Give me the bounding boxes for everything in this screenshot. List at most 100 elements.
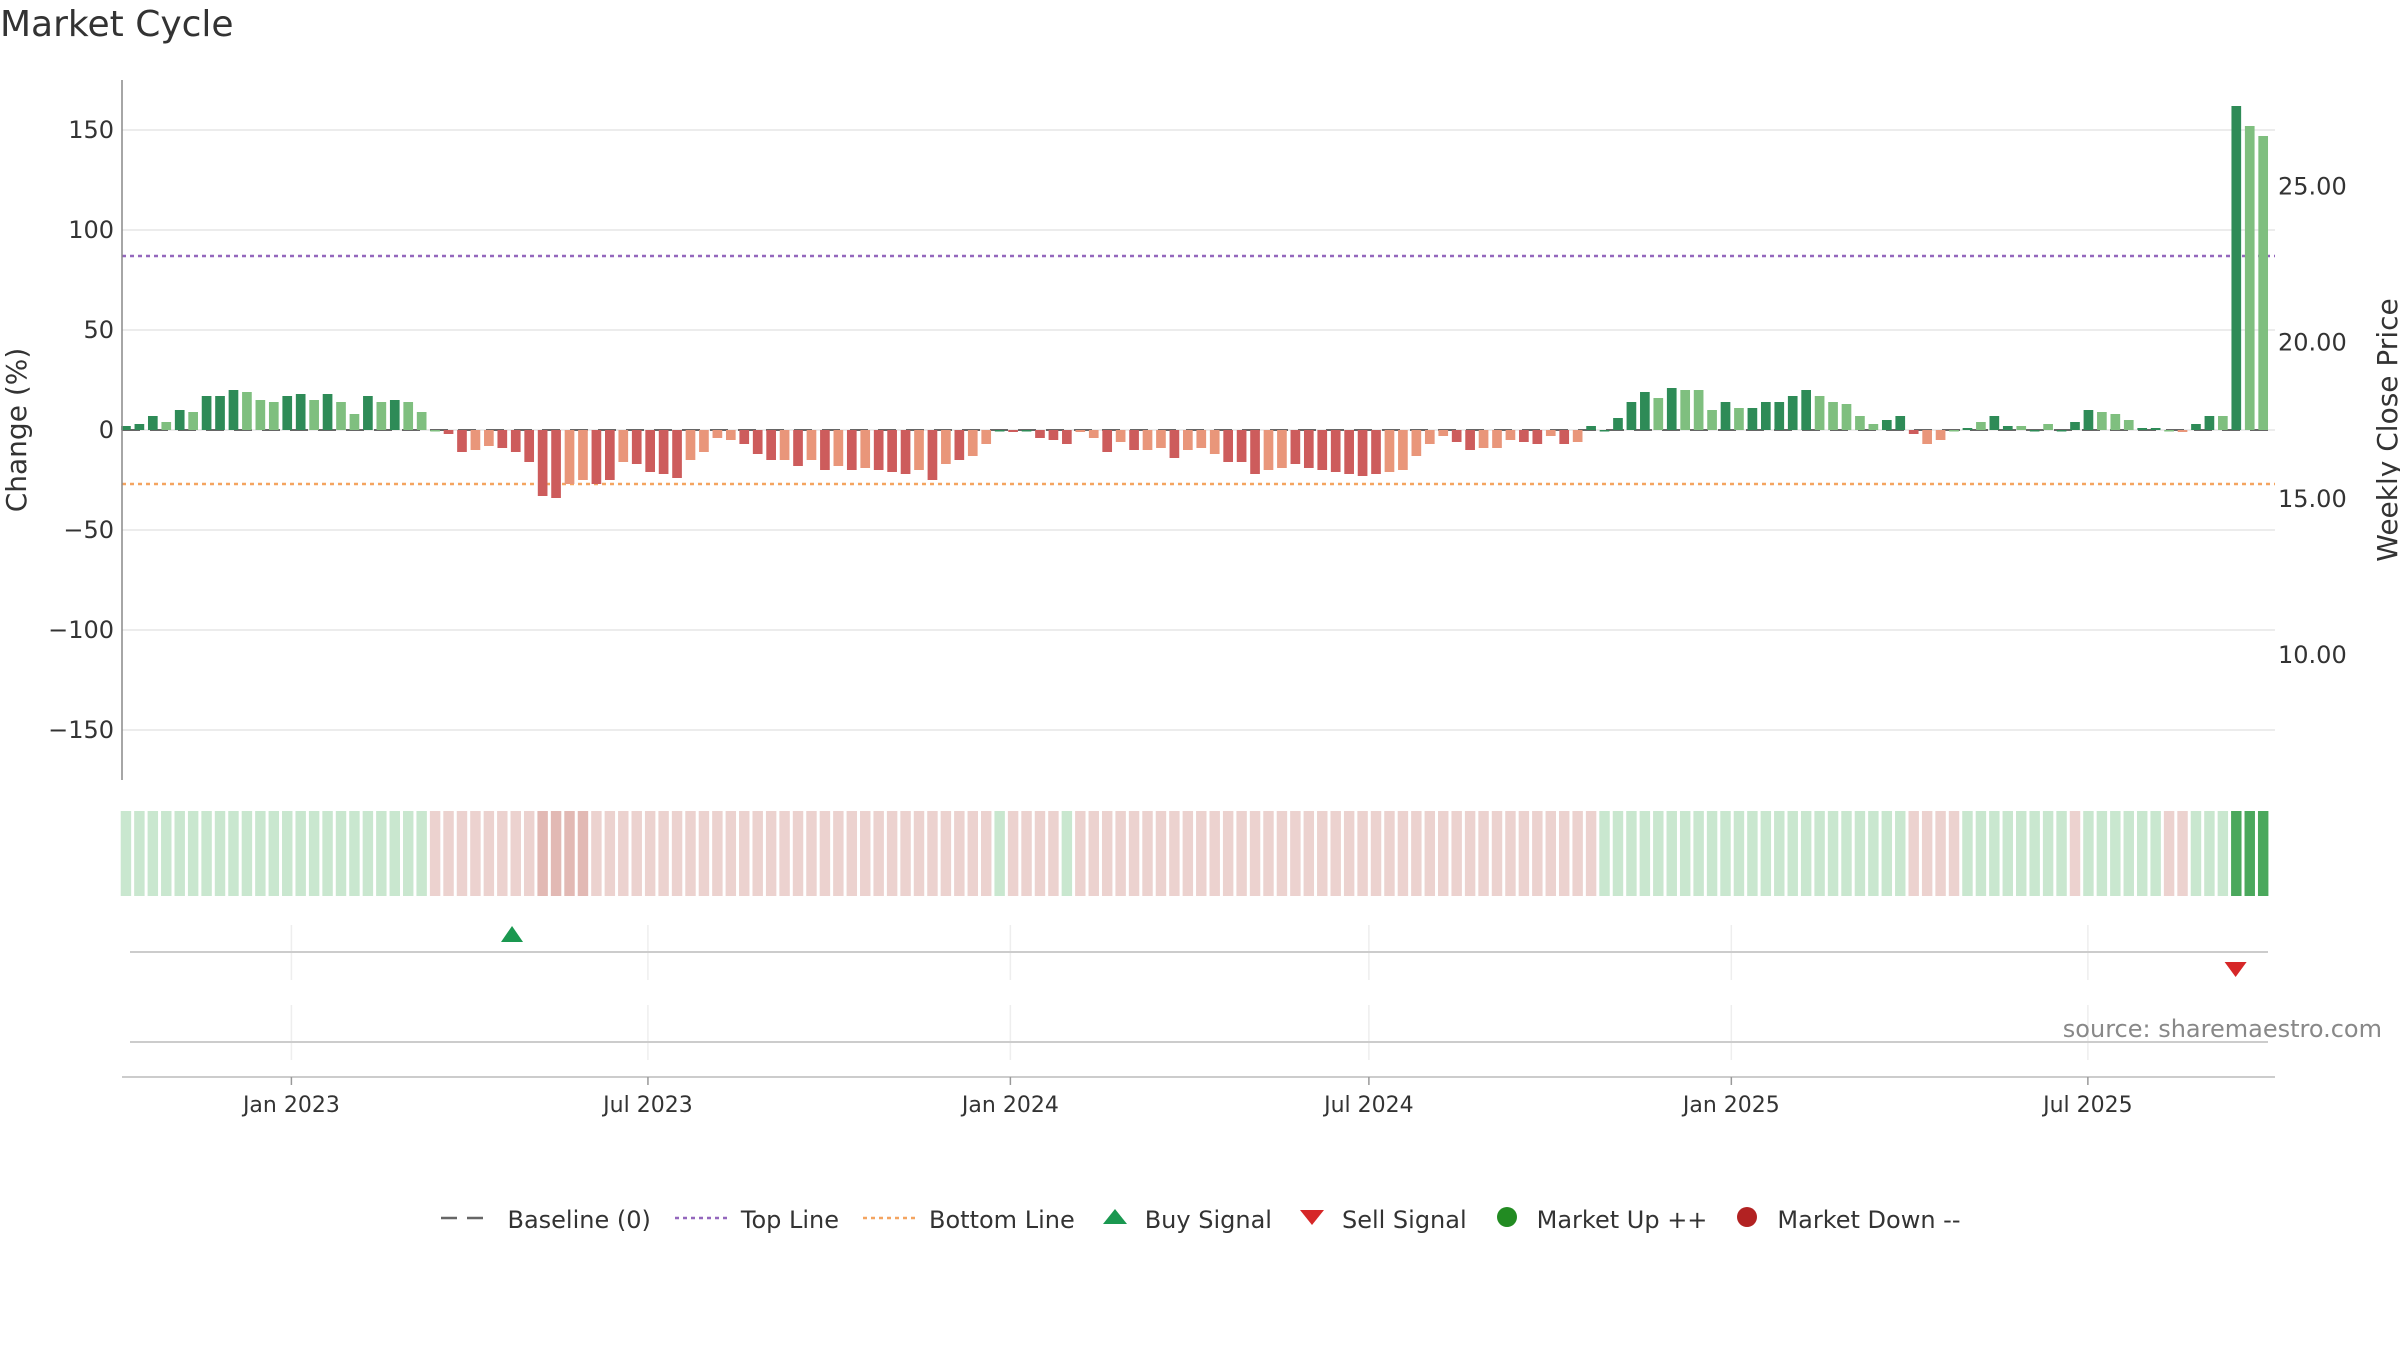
regime-cell bbox=[537, 811, 548, 896]
regime-cell bbox=[1317, 811, 1328, 896]
regime-cell bbox=[1532, 811, 1543, 896]
regime-cell bbox=[282, 811, 293, 896]
y-tick-label: 100 bbox=[68, 216, 114, 244]
legend-label: Top Line bbox=[740, 1206, 840, 1234]
regime-cell bbox=[2257, 811, 2269, 896]
regime-cell bbox=[456, 811, 468, 896]
cycle-bar bbox=[766, 430, 776, 460]
cycle-bar bbox=[860, 430, 871, 468]
cycle-bar bbox=[2164, 430, 2174, 432]
regime-strip bbox=[120, 811, 2269, 896]
regime-cell bbox=[1222, 811, 1234, 896]
cycle-bar bbox=[268, 402, 279, 430]
regime-cell bbox=[1599, 811, 1610, 896]
cycle-bar bbox=[1868, 424, 1879, 430]
regime-cell bbox=[1370, 811, 1382, 896]
regime-cell bbox=[120, 811, 132, 896]
cycle-bar bbox=[631, 430, 642, 464]
y-tick-label: −150 bbox=[48, 716, 114, 744]
cycle-bar bbox=[927, 430, 938, 480]
cycle-bar bbox=[725, 430, 736, 440]
regime-cell bbox=[1908, 811, 1919, 896]
y2-tick-label: 15.00 bbox=[2278, 485, 2347, 513]
cycle-bar bbox=[1277, 430, 1287, 468]
y2-tick-label: 25.00 bbox=[2278, 172, 2347, 200]
regime-cell bbox=[1572, 811, 1583, 896]
cycle-bar bbox=[2191, 424, 2201, 430]
cycle-bar bbox=[1922, 430, 1932, 444]
regime-cell bbox=[1021, 811, 1032, 896]
regime-cell bbox=[308, 811, 320, 896]
cycle-bar bbox=[1949, 430, 1959, 432]
cycle-bar bbox=[470, 430, 481, 450]
cycle-bar bbox=[1841, 404, 1852, 430]
regime-cell bbox=[1451, 811, 1462, 896]
cycle-bar bbox=[2097, 412, 2107, 430]
regime-cell bbox=[1155, 811, 1167, 896]
cycle-bar bbox=[215, 396, 225, 430]
cycle-bar bbox=[497, 430, 508, 448]
regime-cell bbox=[1774, 811, 1785, 896]
cycle-bar bbox=[201, 396, 212, 430]
regime-cell bbox=[443, 811, 454, 896]
regime-cell bbox=[1088, 811, 1099, 896]
cycle-bar bbox=[551, 430, 561, 498]
regime-cell bbox=[1505, 811, 1516, 896]
cycle-bar bbox=[174, 410, 185, 430]
cycle-bar bbox=[228, 390, 239, 430]
cycle-bar bbox=[1734, 408, 1744, 430]
cycle-bar bbox=[618, 430, 629, 462]
regime-cell bbox=[1115, 811, 1126, 896]
cycle-bar bbox=[981, 430, 992, 444]
regime-cell bbox=[564, 811, 575, 896]
regime-cell bbox=[1881, 811, 1893, 896]
cycle-bar bbox=[1035, 430, 1045, 438]
cycle-bar bbox=[1855, 416, 1865, 430]
regime-cell bbox=[550, 811, 562, 896]
cycle-bar bbox=[699, 430, 709, 452]
legend-swatch-tri-down bbox=[1294, 1205, 1330, 1235]
x-tick-label: Jan 2025 bbox=[1681, 1093, 1780, 1118]
regime-cell bbox=[725, 811, 737, 896]
regime-cell bbox=[1061, 811, 1073, 896]
x-tick-label: Jul 2023 bbox=[601, 1093, 693, 1118]
cycle-bar bbox=[1801, 390, 1811, 430]
cycle-bar bbox=[1424, 430, 1435, 444]
regime-cell bbox=[1182, 811, 1194, 896]
legend-item: Market Up ++ bbox=[1489, 1205, 1707, 1235]
regime-cell bbox=[1935, 811, 1946, 896]
cycle-bar bbox=[2204, 416, 2215, 430]
cycle-bar bbox=[1908, 430, 1919, 434]
regime-cell bbox=[1007, 811, 1019, 896]
regime-cell bbox=[886, 811, 898, 896]
cycle-bar bbox=[188, 412, 198, 430]
regime-cell bbox=[1989, 811, 2000, 896]
regime-cell bbox=[792, 811, 804, 896]
regime-cell bbox=[1545, 811, 1556, 896]
cycle-bar bbox=[1599, 430, 1610, 432]
regime-cell bbox=[860, 811, 871, 896]
regime-cell bbox=[671, 811, 683, 896]
cycle-bar bbox=[645, 430, 656, 472]
regime-cell bbox=[1787, 811, 1798, 896]
regime-cell bbox=[1276, 811, 1288, 896]
cycle-bar bbox=[1640, 392, 1650, 430]
cycle-bar bbox=[1478, 430, 1489, 448]
cycle-bar bbox=[1505, 430, 1516, 440]
cycle-bar bbox=[967, 430, 978, 456]
regime-cell bbox=[497, 811, 508, 896]
cycle-bar bbox=[1828, 402, 1838, 430]
cycle-bar bbox=[1317, 430, 1328, 470]
cycle-bar bbox=[1196, 430, 1207, 448]
regime-cell bbox=[470, 811, 481, 896]
regime-cell bbox=[1814, 811, 1825, 896]
regime-cell bbox=[1639, 811, 1651, 896]
legend-swatch-dash bbox=[439, 1206, 495, 1234]
y-tick-label: 0 bbox=[99, 416, 114, 444]
regime-cell bbox=[1034, 811, 1046, 896]
cycle-bar bbox=[1626, 402, 1637, 430]
regime-cell bbox=[1518, 811, 1530, 896]
regime-cell bbox=[1491, 811, 1503, 896]
cycle-bar bbox=[416, 412, 427, 430]
cycle-bar bbox=[752, 430, 763, 454]
